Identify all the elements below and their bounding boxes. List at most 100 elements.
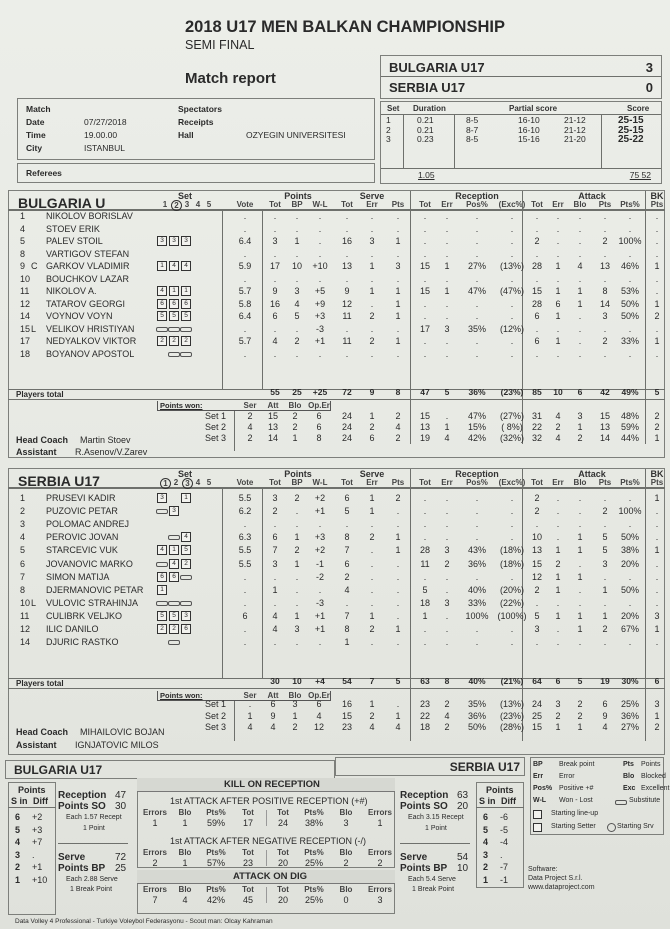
set-stat-cell: 6	[270, 699, 276, 709]
player-name[interactable]: NEDYALKOV VIKTOR	[46, 336, 137, 346]
column-header: Pos%	[466, 478, 488, 487]
legend-abbr: Pts	[623, 761, 634, 768]
player-name[interactable]: DJERMANOVIC PETAR	[46, 584, 144, 595]
stat-cell: 3	[602, 311, 608, 321]
stat-cell: 8	[602, 286, 608, 296]
sets-header-duration: Duration	[413, 104, 446, 113]
kill-column-header: Errors	[142, 885, 167, 894]
starting-serve-icon	[607, 823, 616, 832]
stat-cell: .	[423, 211, 427, 221]
set-stat-cell: 2	[292, 411, 298, 421]
starting-position-box: 3	[169, 236, 179, 246]
set-stat-cell: 4	[555, 411, 561, 421]
player-name[interactable]: POLOMAC ANDREJ	[46, 519, 130, 530]
player-name[interactable]: GARKOV VLADIMIR	[46, 261, 130, 271]
summary-divider	[58, 843, 128, 844]
stat-cell: .	[603, 323, 607, 334]
player-number: 8	[20, 248, 26, 259]
set-stat-cell: 6	[316, 422, 322, 432]
stat-cell: 1	[577, 286, 583, 296]
substitute-icon	[156, 326, 168, 332]
set-stat-cell: 15	[267, 411, 278, 421]
stat-cell: .	[655, 584, 659, 595]
stat-cell: 10	[531, 532, 542, 543]
player-name[interactable]: BOUCHKOV LAZAR	[46, 273, 130, 284]
player-name[interactable]: STOEV ERIK	[46, 223, 100, 234]
set-stat-cell: 1	[395, 710, 401, 721]
summary-right-team-bar: SERBIA U17	[335, 757, 525, 776]
starting-position-box: 3	[157, 236, 167, 246]
player-name[interactable]: PALEV STOIL	[46, 236, 103, 246]
stat-cell: .	[445, 273, 449, 284]
stat-cell: .	[578, 211, 582, 221]
result-box: BULGARIA U17 3 SERBIA U17 0	[380, 55, 662, 99]
partial-score: 15-16	[518, 134, 540, 144]
set-stat-cell: 15	[419, 411, 430, 421]
stat-cell: .	[370, 584, 374, 595]
player-name[interactable]: NIKOLOV BORISLAV	[46, 211, 133, 221]
stat-cell: 1	[422, 610, 428, 621]
set-rows-divider	[234, 701, 235, 741]
stat-cell: .	[423, 223, 427, 234]
set-stat-cell: 4	[395, 422, 401, 432]
stat-cell: 2	[344, 571, 350, 582]
stat-cell: 17	[419, 323, 430, 334]
starting-position-box: 5	[157, 610, 167, 621]
set-stat-cell: 13	[599, 422, 610, 432]
player-name[interactable]: PUZOVIC PETAR	[46, 506, 118, 517]
dig-header-bar	[137, 870, 395, 884]
total-cell: 42	[600, 387, 610, 397]
software-url[interactable]: www.dataproject.com	[528, 884, 595, 891]
total-cell: 40%	[468, 676, 486, 686]
substitute-icon	[180, 351, 192, 357]
partial-score: 8-7	[466, 124, 479, 135]
stat-cell: 15	[419, 286, 430, 296]
set-stat-cell: 15	[599, 411, 610, 421]
player-name[interactable]: CULIBRK VELJKO	[46, 610, 123, 621]
stat-cell: 5	[344, 506, 350, 517]
stat-cell: 3	[294, 286, 300, 296]
player-name[interactable]: TATAROV GEORGI	[46, 298, 126, 309]
stat-cell: 14	[599, 298, 610, 309]
stat-cell: 2	[602, 336, 608, 346]
column-header: W-L	[312, 478, 328, 487]
player-name[interactable]: VOYNOV VOYN	[46, 311, 113, 321]
player-name[interactable]: ILIC DANILO	[46, 624, 99, 634]
player-number: 5	[20, 545, 26, 556]
stat-cell: .	[510, 273, 514, 284]
kill-column-header: Errors	[367, 808, 392, 817]
player-name[interactable]: STARCEVIC VUK	[46, 545, 118, 556]
player-name[interactable]: BOYANOV APOSTOL	[46, 348, 135, 359]
stat-cell: 1	[294, 236, 300, 246]
player-name[interactable]: JOVANOVIC MARKO	[46, 558, 133, 569]
player-name[interactable]: VELIKOV HRISTIYAN	[46, 323, 135, 334]
player-number: 9	[20, 261, 26, 271]
column-header: Tot	[341, 478, 353, 487]
player-name[interactable]: VULOVIC STRAHINJA	[46, 597, 139, 608]
player-number: 1	[20, 211, 26, 221]
stat-cell: .	[556, 532, 560, 543]
stat-cell: .	[556, 637, 560, 648]
stat-cell: .	[556, 223, 560, 234]
starting-position-box: 6	[181, 624, 191, 634]
player-name[interactable]: NIKOLOV A.	[46, 286, 97, 296]
kill-value: 7	[152, 895, 158, 905]
player-name[interactable]: VARTIGOV STEFAN	[46, 248, 130, 259]
player-name[interactable]: SIMON MATIJA	[46, 571, 110, 582]
stat-cell: .	[556, 211, 560, 221]
stat-cell: .	[556, 273, 560, 284]
stat-cell: .	[510, 532, 514, 543]
total-cell: 7	[369, 676, 375, 686]
set-stat-cell: 24	[531, 699, 542, 709]
player-name[interactable]: PRUSEVI KADIR	[46, 493, 116, 503]
each-recept: Each 1.57 Recept	[66, 814, 122, 821]
starting-position-box: 4	[157, 545, 167, 556]
player-name[interactable]: PEROVIC JOVAN	[46, 532, 119, 543]
total-cell: 5	[577, 676, 583, 686]
player-name[interactable]: DJURIC RASTKO	[46, 637, 119, 648]
stat-cell: 8	[344, 532, 350, 543]
stat-cell: 27%	[467, 261, 486, 271]
set-stat-cell: 2	[577, 699, 583, 709]
stat-cell: 6.4	[238, 236, 252, 246]
kill-column-header: Errors	[367, 885, 392, 894]
